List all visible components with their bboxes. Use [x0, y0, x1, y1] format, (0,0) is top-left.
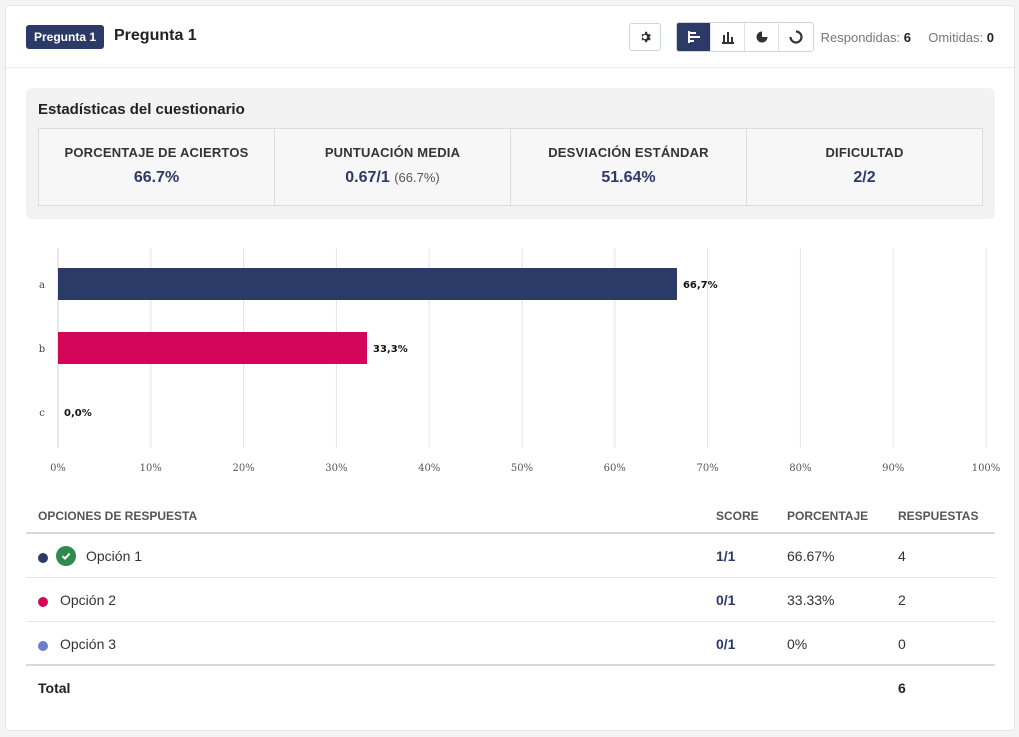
- response-counts: Respondidas: 6 Omitidas: 0: [821, 30, 994, 45]
- statistics-title: Estadísticas del cuestionario: [38, 101, 245, 118]
- stat-difficulty: DIFICULTAD 2/2: [747, 129, 982, 205]
- quiz-statistics-panel: Estadísticas del cuestionario PORCENTAJE…: [26, 88, 995, 219]
- bar-a: [58, 268, 677, 300]
- header-responses: RESPUESTAS: [898, 509, 979, 523]
- stat-label: PUNTUACIÓN MEDIA: [324, 145, 461, 160]
- category-label: b: [39, 344, 45, 355]
- option-label: Opción 1: [86, 548, 143, 564]
- stat-standard-deviation: DESVIACIÓN ESTÁNDAR 51.64%: [511, 129, 747, 205]
- stat-correct-percentage: PORCENTAJE DE ACIERTOS 66.7%: [39, 129, 275, 205]
- x-tick-label: 90%: [882, 463, 904, 474]
- pie-chart-icon: [756, 31, 767, 43]
- option-label: Opción 3: [60, 636, 117, 652]
- stat-value: 51.64%: [601, 169, 656, 186]
- stat-value: 0.67/1 (66.7%): [345, 169, 440, 186]
- total-value: 6: [898, 680, 906, 696]
- option-percent: 33.33%: [787, 592, 835, 608]
- header-score: SCORE: [716, 509, 759, 523]
- option-percent: 0%: [787, 636, 808, 652]
- question-title: Pregunta 1: [114, 27, 197, 44]
- table-row: Opción 3 0/1 0% 0: [26, 622, 995, 666]
- x-tick-label: 60%: [604, 463, 626, 474]
- omitted-value: 0: [986, 30, 994, 45]
- table-row: Opción 2 0/1 33.33% 2: [26, 578, 995, 622]
- option-color-dot: [38, 553, 48, 563]
- x-tick-label: 100%: [972, 463, 1001, 474]
- option-score: 1/1: [716, 548, 736, 564]
- question-badge: Pregunta 1: [26, 25, 105, 49]
- x-tick-label: 20%: [232, 463, 254, 474]
- vertical-bar-chart-icon: [721, 32, 734, 44]
- option-responses: 0: [898, 636, 906, 652]
- vertical-bar-view-button[interactable]: [711, 23, 745, 51]
- results-bar-chart: 0% 10% 20% 30% 40% 50% 60% 70% 80% 90% 100% a 66,7% b…: [26, 238, 1000, 478]
- option-responses: 2: [898, 592, 906, 608]
- chart-svg: 0% 10% 20% 30% 40% 50% 60% 70% 80% 90% 100% a 66,7% b…: [39, 248, 1000, 474]
- header-option: OPCIONES DE RESPUESTA: [38, 509, 198, 523]
- x-tick-label: 40%: [418, 463, 440, 474]
- x-tick-label: 30%: [325, 463, 347, 474]
- x-tick-label: 80%: [789, 463, 811, 474]
- statistics-grid: PORCENTAJE DE ACIERTOS 66.7% PUNTUACIÓN …: [38, 128, 983, 206]
- stat-average-score: PUNTUACIÓN MEDIA 0.67/1 (66.7%): [275, 129, 511, 205]
- bar-value-label: 66,7%: [683, 280, 718, 291]
- gear-icon: [641, 31, 651, 43]
- correct-answer-icon: [56, 546, 76, 566]
- x-tick-label: 0%: [50, 463, 66, 474]
- table-total-row: Total 6: [26, 666, 995, 710]
- option-label: Opción 2: [60, 592, 117, 608]
- header-percent: PORCENTAJE: [787, 509, 869, 523]
- question-header: Pregunta 1 Pregunta 1: [6, 6, 1014, 68]
- stat-value: 2/2: [853, 169, 876, 186]
- option-score: 0/1: [716, 592, 736, 608]
- horizontal-bar-chart-icon: [687, 31, 700, 43]
- donut-view-button[interactable]: [779, 23, 813, 51]
- donut-chart-icon: [789, 30, 803, 44]
- bar-value-label: 33,3%: [373, 344, 408, 355]
- question-card: Pregunta 1 Pregunta 1: [5, 5, 1015, 731]
- option-score: 0/1: [716, 636, 736, 652]
- total-label: Total: [38, 680, 71, 696]
- stat-value: 66.7%: [133, 169, 180, 186]
- bar-value-label: 0,0%: [64, 408, 92, 419]
- settings-button[interactable]: [629, 23, 661, 51]
- table-header: OPCIONES DE RESPUESTA SCORE PORCENTAJE R…: [26, 502, 995, 534]
- option-color-dot: [38, 597, 48, 607]
- answer-options-table: OPCIONES DE RESPUESTA SCORE PORCENTAJE R…: [26, 502, 995, 710]
- x-tick-label: 10%: [140, 463, 162, 474]
- option-responses: 4: [898, 548, 906, 564]
- option-color-dot: [38, 641, 48, 651]
- category-label: a: [39, 280, 45, 291]
- bar-b: [58, 332, 368, 364]
- stat-label: PORCENTAJE DE ACIERTOS: [64, 145, 249, 160]
- category-label: c: [39, 408, 45, 419]
- option-percent: 66.67%: [787, 548, 835, 564]
- answered-value: 6: [903, 30, 911, 45]
- horizontal-bar-view-button[interactable]: [677, 23, 711, 51]
- x-tick-label: 70%: [696, 463, 718, 474]
- omitted-label: Omitidas:: [928, 30, 984, 45]
- chart-type-switcher: [676, 22, 814, 52]
- x-tick-label: 50%: [511, 463, 533, 474]
- table-row: Opción 1 1/1 66.67% 4: [26, 534, 995, 578]
- stat-subvalue: (66.7%): [394, 170, 440, 185]
- stat-label: DESVIACIÓN ESTÁNDAR: [548, 145, 709, 160]
- answered-label: Respondidas:: [820, 30, 901, 45]
- stat-label: DIFICULTAD: [825, 145, 904, 160]
- pie-view-button[interactable]: [745, 23, 779, 51]
